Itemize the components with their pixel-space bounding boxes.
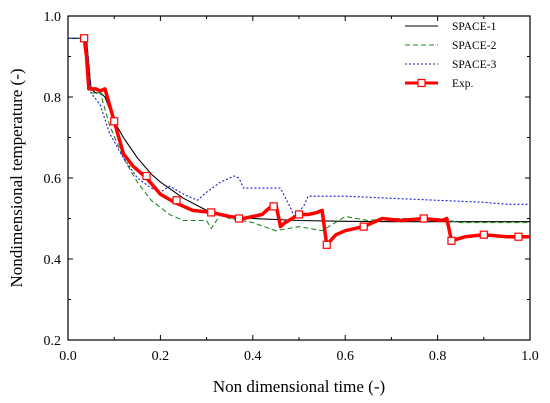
exp-marker	[447, 236, 456, 245]
x-axis: 0.0 0.2 0.4 0.6 0.8 1.0	[59, 16, 539, 364]
legend-label: Exp.	[452, 78, 474, 90]
exp-marker	[142, 171, 151, 181]
y-tick-label: 0.4	[44, 253, 62, 268]
x-tick-label: 0.0	[59, 349, 77, 364]
x-tick-label: 0.6	[336, 349, 354, 364]
y-tick-label: 1.0	[44, 10, 62, 25]
series-layer	[68, 34, 530, 249]
exp-marker	[359, 222, 368, 231]
x-tick-label: 0.2	[152, 349, 170, 364]
exp-marker	[514, 232, 523, 241]
x-tick-label: 1.0	[521, 349, 539, 364]
legend-label: SPACE-2	[452, 40, 497, 52]
y-tick-label: 0.2	[44, 334, 62, 349]
legend-label: SPACE-1	[452, 21, 497, 33]
exp-marker	[110, 117, 119, 126]
y-tick-label: 0.6	[44, 172, 62, 187]
y-axis-title: Nondimensional temperature (-)	[7, 68, 26, 287]
x-axis-title: Non dimensional time (-)	[213, 377, 385, 396]
x-tick-label: 0.4	[244, 349, 262, 364]
exp-marker	[269, 202, 278, 211]
exp-marker	[172, 196, 181, 205]
exp-marker	[322, 240, 331, 249]
series-line-space-1	[68, 37, 530, 223]
x-tick-label: 0.8	[429, 349, 447, 364]
legend-label: SPACE-3	[452, 59, 497, 71]
exp-marker	[80, 34, 89, 43]
exp-marker	[207, 208, 216, 217]
exp-marker	[234, 214, 244, 223]
legend: SPACE-1 SPACE-2 SPACE-3 Exp.	[405, 21, 497, 90]
exp-marker	[419, 214, 428, 223]
exp-marker	[294, 210, 304, 219]
exp-marker	[479, 230, 488, 239]
legend-marker	[417, 78, 426, 88]
y-axis: 0.2 0.4 0.6 0.8 1.0	[44, 10, 530, 349]
y-tick-label: 0.8	[44, 91, 62, 106]
series-line-space-3	[68, 37, 530, 218]
